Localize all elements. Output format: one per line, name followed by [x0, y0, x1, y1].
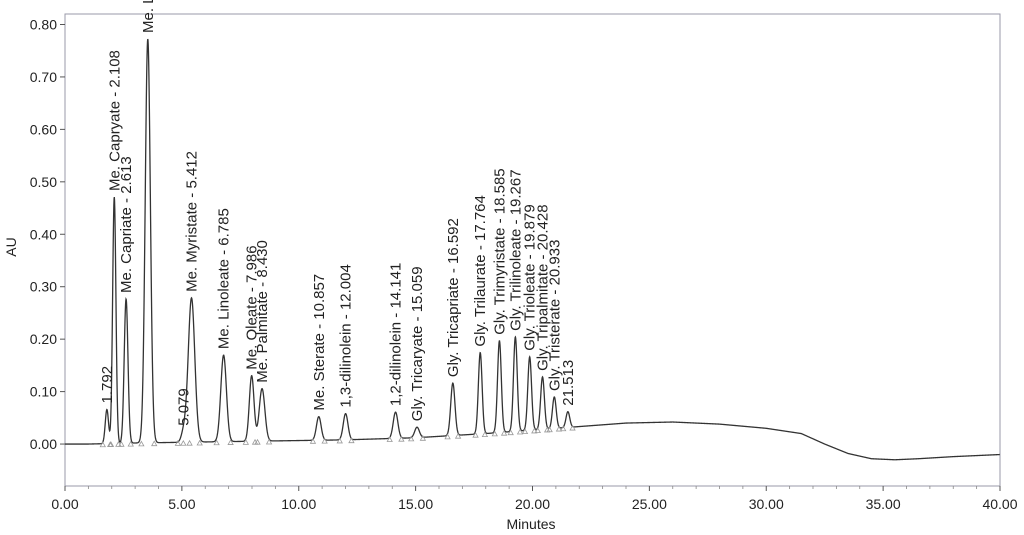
peak-boundary-marker [516, 428, 524, 435]
y-tick-label: 0.60 [30, 121, 57, 137]
peak-boundary-marker [321, 437, 328, 444]
peak-label: Me. Sterate - 10.857 [311, 274, 328, 411]
y-tick-label: 0.30 [30, 279, 57, 295]
peak-label: Gly. Tripalmitate - 20.428 [535, 204, 552, 370]
peak-label: Me. Capryate - 2.108 [106, 50, 123, 191]
peak-boundary-marker [560, 425, 567, 432]
peak-boundary-marker [444, 433, 451, 440]
peak-boundary-marker [127, 440, 134, 447]
peak-markers [99, 424, 576, 448]
peak-label: Me. Palmitate - 8.430 [254, 240, 271, 383]
peak-label: Gly. Trioleate - 19.879 [522, 204, 539, 350]
peak-boundary-marker [521, 428, 529, 435]
y-tick-label: 0.50 [30, 174, 57, 190]
peak-boundary-marker [213, 439, 220, 446]
peak-boundary-marker [115, 441, 122, 447]
peak-boundary-marker [309, 438, 317, 444]
y-axis-title: AU [3, 237, 19, 256]
peak-boundary-marker [398, 435, 405, 442]
peak-boundary-marker [180, 439, 187, 446]
peak-label: Gly. Tricaryate - 15.059 [409, 266, 426, 421]
peak-label: 1.792 [99, 366, 116, 404]
x-tick-label: 25.00 [632, 496, 667, 512]
chromatogram-trace [65, 38, 1000, 461]
y-tick-label: 0.70 [30, 69, 57, 85]
x-tick-label: 30.00 [749, 496, 784, 512]
peak-boundary-marker [227, 439, 234, 445]
peak-label: 5.079 [176, 388, 193, 426]
peak-boundary-marker [348, 437, 355, 444]
peak-boundary-marker [265, 438, 273, 445]
x-axis-ticks: 0.00 5.00 10.00 15.00 20.00 25.00 30.00 35.00 40… [51, 486, 1018, 512]
peak-boundary-marker [491, 430, 498, 437]
peak-label: Gly. Trilaurate - 17.764 [472, 195, 489, 346]
y-tick-label: 0.40 [30, 226, 57, 242]
peak-boundary-marker [472, 431, 479, 438]
peak-label: Me. Capriate - 2.613 [118, 156, 135, 293]
peak-boundary-marker [99, 441, 106, 448]
peak-boundary-marker [336, 437, 343, 444]
y-axis-ticks: 0.00 0.10 0.20 0.30 0.40 0.50 0.60 0.70 0.80 [30, 16, 65, 452]
peak-label: Me. Laurate - 3.542 [140, 0, 157, 33]
peak-boundary-marker [407, 435, 415, 442]
peak-label: Gly. Tricapriate - 16.592 [445, 218, 462, 377]
peak-boundary-marker [138, 440, 145, 447]
peak-boundary-marker [107, 441, 114, 447]
peak-boundary-marker [531, 427, 538, 434]
peak-boundary-marker [546, 426, 553, 433]
x-axis-title: Minutes [506, 516, 555, 532]
y-tick-label: 0.80 [30, 16, 57, 32]
peak-boundary-marker [242, 439, 250, 445]
peak-boundary-marker [186, 439, 193, 446]
peak-boundary-marker [419, 434, 427, 441]
x-tick-label: 5.00 [168, 496, 195, 512]
peak-boundary-marker [507, 429, 514, 436]
peak-boundary-marker [386, 436, 393, 442]
x-tick-label: 10.00 [281, 496, 316, 512]
peak-boundary-marker [481, 431, 489, 438]
peak-label: Me. Linoleate - 6.785 [216, 208, 233, 349]
y-tick-label: 0.20 [30, 331, 57, 347]
peak-boundary-marker [569, 424, 576, 431]
y-tick-label: 0.10 [30, 384, 57, 400]
peak-boundary-marker [534, 427, 542, 434]
x-tick-label: 15.00 [398, 496, 433, 512]
x-tick-label: 40.00 [982, 496, 1017, 512]
peak-label: Gly. Trilinoleate - 19.267 [507, 169, 524, 330]
peak-label: 1,3-dilinolein - 12.004 [338, 264, 355, 407]
peak-boundary-marker [174, 440, 182, 446]
x-tick-label: 20.00 [515, 496, 550, 512]
peak-boundary-marker [196, 439, 203, 446]
peak-label: Me. Oleate - 7.986 [244, 245, 261, 369]
peak-boundary-marker [251, 438, 259, 445]
x-tick-label: 0.00 [51, 496, 78, 512]
peak-boundary-marker [454, 432, 462, 439]
peak-boundary-marker [151, 440, 158, 447]
y-tick-label: 0.00 [30, 436, 57, 452]
peak-label: Gly. Trimyristate - 18.585 [491, 168, 508, 334]
peak-label: 21.513 [560, 360, 577, 406]
peak-boundary-marker [118, 440, 125, 447]
peak-label: Me. Myristate - 5.412 [184, 151, 201, 292]
peak-boundary-marker [555, 425, 563, 432]
x-tick-label: 35.00 [866, 496, 901, 512]
peak-boundary-marker [500, 429, 508, 436]
peak-label: 1,2-dilinolein - 14.141 [388, 263, 405, 406]
peak-label: Gly. Tristerate - 20.933 [546, 240, 563, 391]
